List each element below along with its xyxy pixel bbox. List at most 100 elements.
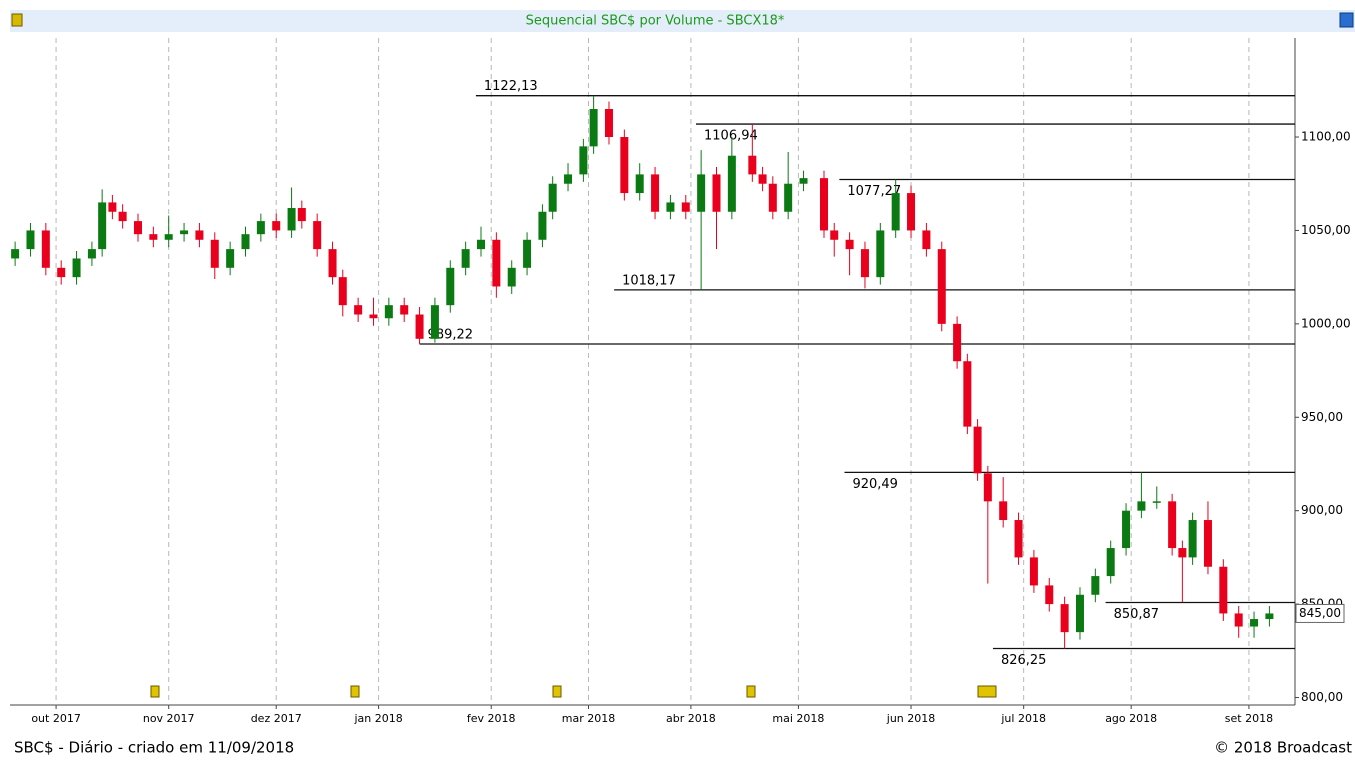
candle-body <box>983 473 992 502</box>
y-tick-label: 1000,00 <box>1301 316 1351 330</box>
candle-body <box>1091 576 1100 595</box>
candle-body <box>1075 594 1084 633</box>
event-marker[interactable] <box>150 685 160 698</box>
event-marker[interactable] <box>350 685 360 698</box>
event-markers <box>150 685 997 698</box>
level-label: 1077,27 <box>847 184 901 199</box>
candle-body <box>415 314 424 339</box>
level-label: 1106,94 <box>704 129 758 144</box>
candle-body <box>87 249 96 259</box>
candle-body <box>697 174 706 212</box>
candle-body <box>538 211 547 240</box>
candle-body <box>820 178 829 231</box>
candle-body <box>369 314 378 319</box>
candle-body <box>256 221 265 235</box>
candle-body <box>953 323 962 362</box>
candle-body <box>118 211 127 222</box>
candle-body <box>758 174 767 184</box>
candle-body <box>476 239 485 250</box>
candle-body <box>891 193 900 231</box>
candle-body <box>108 202 117 212</box>
title-icon <box>11 13 23 27</box>
footer-right: © 2018 Broadcast <box>1214 739 1352 757</box>
x-tick-label: jul 2018 <box>1000 712 1046 725</box>
y-tick-label: 1050,00 <box>1301 223 1351 237</box>
candle-body <box>149 234 158 240</box>
x-tick-label: fev 2018 <box>467 712 516 725</box>
candle-body <box>210 239 219 268</box>
candle-body <box>681 202 690 212</box>
candle-body <box>651 174 660 212</box>
event-marker[interactable] <box>746 685 756 698</box>
candle-body <box>548 183 557 212</box>
title-bar <box>10 10 1355 32</box>
candle-body <box>328 249 337 278</box>
candle-body <box>1137 501 1146 511</box>
candle-body <box>845 239 854 250</box>
candle-body <box>1188 520 1197 558</box>
candle-body <box>604 108 613 138</box>
candle-body <box>1029 557 1038 586</box>
candle-body <box>589 108 598 147</box>
event-marker[interactable] <box>552 685 562 698</box>
candle-body <box>195 230 204 240</box>
candle-body <box>272 221 281 231</box>
x-tick-label: jun 2018 <box>886 712 936 725</box>
candle-body <box>1060 604 1069 633</box>
level-label: 826,25 <box>1001 653 1047 668</box>
last-price-label: 845,00 <box>1299 606 1341 620</box>
candle-body <box>507 267 516 287</box>
candle-body <box>523 239 532 268</box>
candle-body <box>164 234 173 240</box>
chart-title: Sequencial SBC$ por Volume - SBCX18* <box>526 14 785 29</box>
y-tick-label: 800,00 <box>1301 690 1343 704</box>
candle-body <box>226 249 235 268</box>
candle-body <box>799 178 808 184</box>
candle-body <box>1014 520 1023 558</box>
candle-body <box>1045 585 1054 605</box>
candle-body <box>712 174 721 212</box>
candle-body <box>860 249 869 278</box>
footer-left: SBC$ - Diário - criado em 11/09/2018 <box>14 739 294 757</box>
x-tick-label: dez 2017 <box>251 712 302 725</box>
y-tick-label: 1100,00 <box>1301 130 1351 144</box>
candle-body <box>287 208 296 231</box>
level-label: 850,87 <box>1114 607 1160 622</box>
candle-body <box>297 208 306 222</box>
x-tick-label: set 2018 <box>1225 712 1273 725</box>
y-tick-label: 900,00 <box>1301 503 1343 517</box>
candle-body <box>635 174 644 194</box>
candle-body <box>1203 520 1212 567</box>
candle-body <box>1122 510 1131 549</box>
y-tick-label: 950,00 <box>1301 410 1343 424</box>
candle-body <box>973 426 982 474</box>
candle-body <box>784 183 793 212</box>
candle-body <box>400 305 409 315</box>
candle-body <box>876 230 885 278</box>
level-label: 1018,17 <box>622 273 676 288</box>
candle-body <box>937 249 946 324</box>
event-marker[interactable] <box>977 685 997 698</box>
candle-body <box>446 267 455 306</box>
candle-body <box>41 230 50 268</box>
level-label: 1122,13 <box>484 79 538 94</box>
candle-body <box>461 249 470 268</box>
x-tick-label: mai 2018 <box>772 712 824 725</box>
window-button[interactable] <box>1339 12 1354 28</box>
candle-body <box>11 249 20 259</box>
candle-body <box>620 137 629 194</box>
x-tick-label: ago 2018 <box>1105 712 1157 725</box>
candle-body <box>354 305 363 315</box>
candle-body <box>338 277 347 306</box>
last-price-box <box>1295 603 1345 623</box>
candle-body <box>1219 566 1228 614</box>
candle-body <box>1234 613 1243 627</box>
candle-body <box>1152 501 1161 503</box>
level-label: 989,22 <box>428 327 474 342</box>
candle-body <box>1168 501 1177 549</box>
candle-body <box>72 258 81 278</box>
candle-body <box>492 239 501 287</box>
candle-body <box>313 221 322 250</box>
